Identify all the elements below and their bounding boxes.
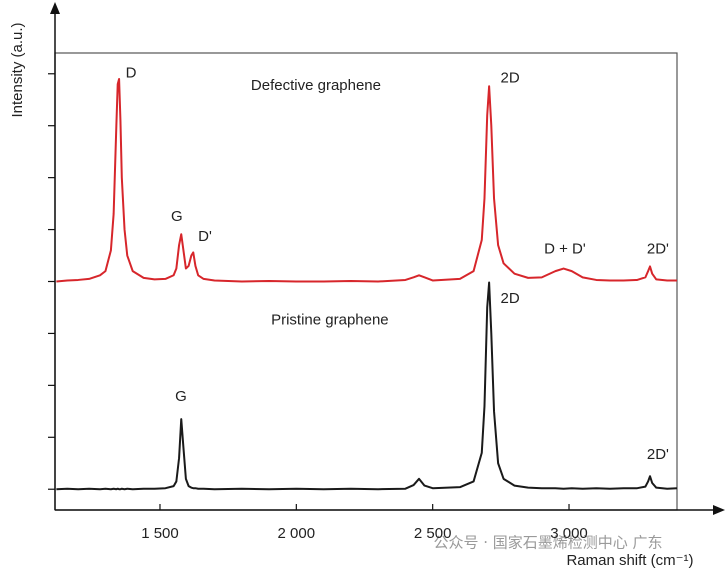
annotation: Defective graphene <box>251 77 381 94</box>
x-tick-label: 3 000 <box>550 525 588 542</box>
x-tick-label: 2 000 <box>278 525 316 542</box>
watermark: 公众号 · 国家石墨烯检测中心 广东 <box>433 534 662 552</box>
x-tick-label: 2 500 <box>414 525 452 542</box>
annotation: D + D' <box>544 240 586 257</box>
annotation: Pristine graphene <box>271 311 389 328</box>
annotation: 2D <box>501 69 520 86</box>
annotation: 2D <box>501 290 520 307</box>
annotation: G <box>171 208 183 225</box>
x-axis-label: Raman shift (cm⁻¹) <box>566 552 693 569</box>
y-axis-arrow <box>50 2 60 14</box>
y-axis-label: Intensity (a.u.) <box>9 22 26 117</box>
annotation: D' <box>198 228 212 245</box>
x-axis-arrow <box>713 505 725 515</box>
spectrum-line <box>56 77 677 283</box>
annotation: D <box>126 65 137 82</box>
annotation: 2D' <box>647 446 669 463</box>
x-tick-label: 1 500 <box>141 525 179 542</box>
annotation: 2D' <box>647 240 669 257</box>
spectrum-line <box>56 281 678 491</box>
annotation: G <box>175 388 187 405</box>
